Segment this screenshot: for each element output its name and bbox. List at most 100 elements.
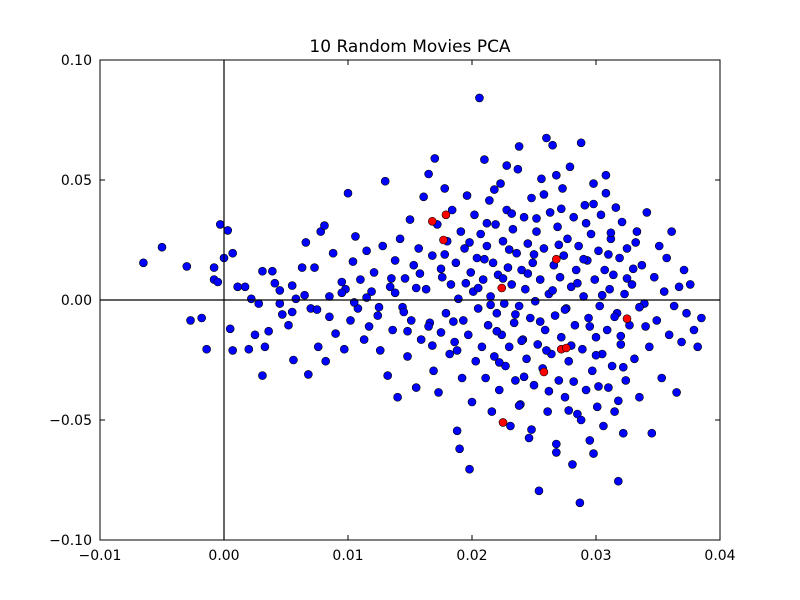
data-point: [424, 169, 433, 179]
data-point: [477, 342, 487, 352]
data-point: [449, 317, 458, 326]
data-point: [403, 326, 412, 336]
data-point: [539, 244, 549, 253]
data-point: [429, 366, 438, 376]
data-point: [571, 265, 581, 275]
data-point: [466, 268, 476, 277]
data-point: [592, 402, 602, 412]
data-point: [527, 425, 536, 434]
data-point: [445, 349, 454, 359]
data-point: [635, 392, 644, 402]
data-point: [250, 330, 260, 340]
data-point: [507, 209, 516, 218]
data-point: [463, 330, 473, 340]
data-point: [406, 316, 416, 325]
data-point: [268, 266, 277, 276]
data-point: [622, 274, 632, 283]
data-point: [440, 184, 450, 193]
data-point: [473, 283, 483, 293]
data-point: [504, 342, 514, 352]
chart-title: 10 Random Movies PCA: [309, 37, 511, 57]
highlight-point: [439, 235, 448, 245]
data-point: [367, 287, 376, 296]
highlight-point: [539, 367, 549, 377]
data-point: [258, 371, 267, 380]
data-point: [467, 397, 477, 407]
data-point: [364, 322, 374, 331]
data-point: [622, 244, 632, 253]
data-point: [460, 244, 469, 253]
data-point: [428, 251, 437, 260]
data-point: [581, 385, 591, 395]
data-point: [529, 250, 539, 259]
data-point: [605, 284, 614, 294]
data-point: [481, 373, 490, 383]
data-point: [186, 316, 195, 325]
data-point: [301, 238, 311, 247]
data-point: [356, 275, 365, 284]
data-point: [197, 313, 206, 323]
data-point: [346, 316, 355, 325]
data-point: [339, 344, 349, 354]
data-point: [652, 316, 662, 325]
data-point: [437, 272, 447, 282]
data-point: [525, 313, 535, 323]
data-point: [502, 161, 512, 170]
data-point: [533, 340, 543, 349]
data-point: [568, 460, 577, 469]
data-point: [139, 258, 148, 268]
data-point: [537, 174, 546, 184]
data-point: [574, 241, 583, 251]
data-point: [491, 220, 500, 229]
data-point: [594, 246, 603, 256]
data-point: [654, 241, 664, 251]
data-point: [514, 401, 524, 410]
data-point: [275, 299, 285, 308]
data-point: [564, 356, 574, 366]
data-point: [436, 264, 446, 274]
data-point: [645, 342, 654, 352]
data-point: [409, 260, 419, 270]
reference-lines: [100, 60, 720, 540]
data-point: [523, 239, 533, 248]
data-point: [589, 449, 598, 458]
data-point: [378, 241, 388, 251]
data-point: [601, 170, 611, 180]
data-point: [548, 140, 557, 150]
data-point: [254, 299, 264, 308]
data-point: [430, 154, 440, 163]
data-point: [511, 376, 520, 385]
data-point: [514, 301, 524, 311]
data-point: [337, 277, 347, 287]
data-point: [591, 350, 601, 360]
data-point: [321, 356, 330, 366]
data-point: [594, 382, 603, 391]
data-point: [556, 204, 566, 214]
data-point: [300, 290, 309, 300]
data-point: [451, 258, 461, 268]
data-point: [258, 266, 267, 276]
data-point: [494, 385, 504, 395]
data-point: [540, 325, 550, 335]
data-point: [486, 292, 495, 301]
data-point: [328, 248, 338, 258]
data-point: [607, 361, 617, 371]
data-point: [555, 272, 565, 282]
data-point: [553, 222, 562, 232]
data-point: [503, 263, 513, 272]
data-point: [570, 320, 580, 330]
data-point: [182, 262, 192, 271]
data-point: [488, 258, 498, 268]
data-point: [554, 376, 564, 385]
data-point: [387, 274, 396, 283]
data-point: [390, 288, 400, 298]
data-point: [521, 284, 530, 294]
data-point: [428, 341, 437, 350]
data-point: [465, 464, 474, 474]
data-point: [579, 254, 588, 264]
data-point: [450, 337, 459, 347]
data-point: [682, 308, 691, 318]
data-point: [492, 308, 502, 318]
data-point: [383, 371, 392, 380]
data-point: [522, 354, 531, 364]
